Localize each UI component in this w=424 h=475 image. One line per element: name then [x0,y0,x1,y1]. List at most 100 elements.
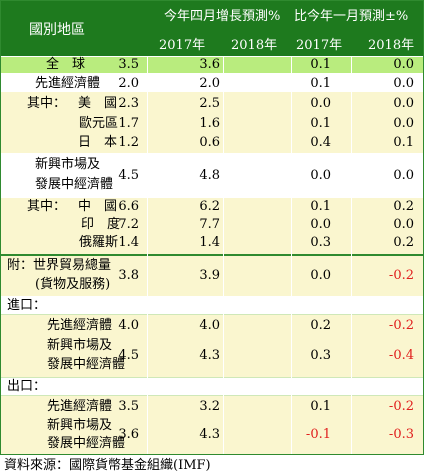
cell: 0.0 [393,57,414,72]
row-label: 中 國 [78,199,118,214]
cell: 2.0 [199,76,220,91]
cell: 0.0 [393,96,414,111]
cell: 3.5 [118,399,139,414]
cell: 1.2 [118,135,139,150]
table-row-group: 其中： 中 國 6.6 6.2 0.1 0.2 印 度 7.2 7.7 0.0 … [1,198,423,254]
table-row: 附：世界貿易總量 (貨物及服務) 3.8 3.9 0.0 -0.2 [1,256,423,296]
cell: 2.5 [199,96,220,111]
col-2017-growth: 2017年 [159,38,206,53]
row-label: 新興市場及 [47,418,113,433]
cell-negative: -0.2 [388,399,414,414]
table-row: 新興市場及 發展中經濟體 3.6 4.3 -0.1 -0.3 [1,416,423,454]
cell-negative: -0.3 [388,427,414,442]
cell: 0.1 [393,135,414,150]
cell: 0.0 [393,217,414,232]
table-row: 先進經濟體 4.0 4.0 0.2 -0.2 [1,315,423,335]
row-label: 日 本 [78,135,118,150]
row-label-line2: (貨物及服務) [35,277,111,292]
table-row: 新興市場及 發展中經濟體 4.5 4.8 0.0 0.0 [1,153,423,198]
column-divider [147,56,148,454]
row-label: 歐元區 [79,116,119,131]
revision-header: 比今年一月預測±% [294,9,409,24]
section-label: 出口： [7,379,47,394]
region-header: 國別地區 [29,22,85,38]
cell: 6.2 [199,199,220,214]
cell: 4.5 [118,348,139,363]
cell: 3.2 [199,399,220,414]
cell-negative: -0.2 [388,318,414,333]
row-label: 新興市場及 [35,157,101,172]
cell: 3.9 [199,268,220,283]
cell: 1.6 [199,116,220,131]
cell: 3.5 [118,57,139,72]
table-header: 國別地區 今年四月增長預測% 比今年一月預測±% 2017年 2018年 201… [1,1,423,56]
row-divider [1,314,423,315]
table-row: 先進經濟體 3.5 3.2 0.1 -0.2 [1,396,423,416]
cell: 0.1 [310,399,331,414]
cell: 0.4 [310,135,331,150]
cell: 4.0 [199,318,220,333]
cell-negative: -0.4 [388,348,414,363]
cell: 2.0 [118,76,139,91]
section-divider [1,254,423,256]
row-label: 全 球 [46,57,86,72]
cell: 4.3 [199,348,220,363]
row-divider [1,395,423,396]
row-label-line2: 發展中經濟體 [35,177,114,192]
cell: 0.2 [393,235,414,250]
col-2017-revision: 2017年 [296,38,343,53]
cell: 4.8 [199,168,220,183]
row-label: 印 度 [81,217,121,232]
row-divider [1,377,423,378]
col-2018-revision: 2018年 [368,38,415,53]
row-label: 附：世界貿易總量 [7,258,112,273]
cell: 4.3 [199,427,220,442]
cell-negative: -0.1 [305,427,331,442]
section-label: 進口： [7,298,47,313]
row-label: 美 國 [78,96,118,111]
cell: 4.0 [118,318,139,333]
column-divider [223,56,224,454]
cell: 0.0 [393,76,414,91]
cell: 1.4 [199,235,220,250]
row-label-line2: 發展中經濟體 [47,357,126,372]
cell: 0.0 [310,96,331,111]
row-prefix: 其中： [27,199,67,214]
growth-forecast-header: 今年四月增長預測% [164,9,281,24]
table-row: 進口： [1,296,423,315]
cell: 4.5 [118,168,139,183]
row-label: 先進經濟體 [35,76,101,91]
cell: 2.3 [118,96,139,111]
cell: 3.8 [118,268,139,283]
cell: 0.1 [310,57,331,72]
row-label-line2: 發展中經濟體 [47,436,126,451]
row-label: 新興市場及 [47,338,113,353]
column-divider [351,56,352,454]
cell: 0.0 [393,116,414,131]
cell: 0.3 [310,348,331,363]
cell: 0.2 [393,199,414,214]
cell: 3.6 [199,57,220,72]
imf-forecast-table: 國別地區 今年四月增長預測% 比今年一月預測±% 2017年 2018年 201… [0,0,424,455]
cell: 7.7 [199,217,220,232]
source-note: 資料來源：國際貨幣基金組織(IMF) [4,458,211,473]
cell-negative: -0.2 [388,268,414,283]
row-label: 先進經濟體 [47,399,113,414]
cell: 0.0 [310,268,331,283]
row-label: 俄羅斯 [79,235,119,250]
cell: 0.2 [310,318,331,333]
table-row-group: 其中： 美 國 2.3 2.5 0.0 0.0 歐元區 1.7 1.6 0.1 … [1,92,423,153]
table-row: 出口： [1,378,423,396]
cell: 0.3 [310,235,331,250]
cell: 1.7 [118,116,139,131]
cell: 0.1 [310,76,331,91]
table-row: 全 球 3.5 3.6 0.1 0.0 [1,57,423,73]
cell: 3.6 [118,427,139,442]
cell: 1.4 [118,235,139,250]
cell: 7.2 [118,217,139,232]
column-divider [291,56,292,454]
table-row: 先進經濟體 2.0 2.0 0.1 0.0 [1,74,423,92]
row-label: 先進經濟體 [47,318,113,333]
cell: 0.1 [310,199,331,214]
cell: 0.0 [393,168,414,183]
